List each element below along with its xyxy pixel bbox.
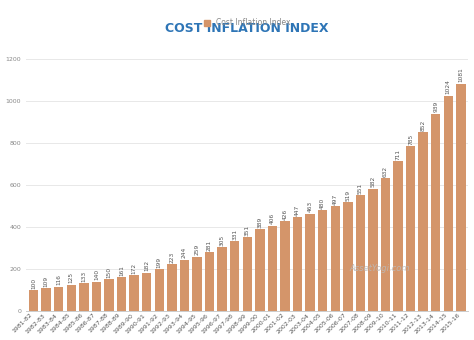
Text: 161: 161 (119, 265, 124, 276)
Bar (293, 217, 302, 311)
Text: 133: 133 (82, 271, 86, 282)
Bar (368, 189, 378, 311)
Bar (406, 146, 415, 311)
Text: 785: 785 (408, 133, 413, 144)
Text: 389: 389 (257, 217, 262, 228)
Bar (117, 277, 126, 311)
Bar (431, 114, 440, 311)
Bar (305, 214, 315, 311)
Text: 551: 551 (358, 183, 363, 194)
Bar (318, 210, 328, 311)
Bar (343, 202, 353, 311)
Text: 1081: 1081 (458, 68, 464, 82)
Text: 1024: 1024 (446, 80, 451, 95)
Bar (268, 226, 277, 311)
Text: 109: 109 (44, 276, 49, 287)
Text: 331: 331 (232, 229, 237, 240)
Bar (243, 237, 252, 311)
Text: 223: 223 (169, 252, 174, 263)
Bar (155, 269, 164, 311)
Text: 711: 711 (396, 149, 401, 160)
Legend: Cost Inflation Index: Cost Inflation Index (201, 15, 294, 31)
Text: 199: 199 (157, 257, 162, 268)
Bar (230, 241, 239, 311)
Bar (41, 288, 51, 311)
Bar (381, 178, 390, 311)
Text: 100: 100 (31, 278, 36, 289)
Bar (456, 84, 465, 311)
Text: 259: 259 (194, 244, 200, 255)
Bar (192, 257, 201, 311)
Text: 172: 172 (132, 262, 137, 274)
Bar (330, 206, 340, 311)
Text: 463: 463 (308, 201, 312, 212)
Bar (66, 285, 76, 311)
Text: 426: 426 (283, 209, 287, 220)
Text: 305: 305 (219, 234, 225, 245)
Bar (205, 252, 214, 311)
Text: 182: 182 (144, 260, 149, 272)
Text: 244: 244 (182, 247, 187, 258)
Bar (167, 264, 176, 311)
Text: 939: 939 (433, 101, 438, 112)
Bar (129, 275, 139, 311)
Text: 281: 281 (207, 240, 212, 251)
Text: 351: 351 (245, 225, 250, 236)
Text: 852: 852 (421, 119, 426, 131)
Bar (29, 290, 38, 311)
Bar (180, 260, 189, 311)
Text: 125: 125 (69, 272, 74, 284)
Bar (79, 283, 89, 311)
Bar (419, 132, 428, 311)
Text: 519: 519 (345, 189, 350, 201)
Text: 632: 632 (383, 166, 388, 177)
Text: 480: 480 (320, 198, 325, 209)
Bar (142, 273, 151, 311)
Bar (91, 282, 101, 311)
Title: COST INFLATION INDEX: COST INFLATION INDEX (165, 22, 329, 35)
Text: 406: 406 (270, 213, 275, 224)
Bar (54, 287, 64, 311)
Bar (356, 195, 365, 311)
Text: 497: 497 (333, 194, 337, 205)
Bar (393, 162, 403, 311)
Bar (218, 247, 227, 311)
Text: 140: 140 (94, 269, 99, 280)
Text: AssetYogi.com: AssetYogi.com (349, 264, 410, 273)
Bar (280, 221, 290, 311)
Bar (255, 229, 264, 311)
Text: 116: 116 (56, 274, 61, 285)
Text: 582: 582 (370, 176, 375, 187)
Bar (444, 96, 453, 311)
Text: 150: 150 (107, 267, 111, 278)
Text: 447: 447 (295, 204, 300, 216)
Bar (104, 279, 114, 311)
